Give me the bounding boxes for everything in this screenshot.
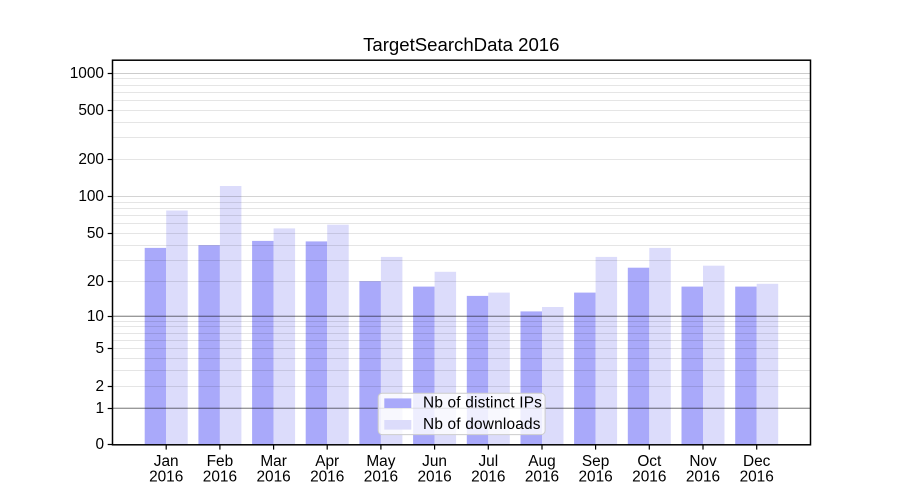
- svg-text:Sep: Sep: [582, 453, 609, 470]
- svg-text:2016: 2016: [417, 469, 451, 486]
- svg-text:1: 1: [95, 400, 104, 417]
- svg-text:Nb of downloads: Nb of downloads: [423, 416, 541, 433]
- svg-text:2016: 2016: [471, 469, 505, 486]
- svg-text:Nov: Nov: [689, 453, 717, 470]
- svg-text:100: 100: [78, 188, 104, 205]
- svg-text:Jun: Jun: [422, 453, 447, 470]
- svg-text:2016: 2016: [632, 469, 666, 486]
- svg-text:2016: 2016: [149, 469, 183, 486]
- svg-text:Nb of distinct IPs: Nb of distinct IPs: [423, 394, 542, 411]
- svg-text:Jan: Jan: [154, 453, 179, 470]
- svg-text:10: 10: [87, 308, 104, 325]
- svg-text:2016: 2016: [203, 469, 237, 486]
- svg-text:2016: 2016: [578, 469, 612, 486]
- svg-text:2: 2: [95, 378, 104, 395]
- svg-text:2016: 2016: [310, 469, 344, 486]
- svg-text:2016: 2016: [364, 469, 398, 486]
- svg-text:2016: 2016: [686, 469, 720, 486]
- svg-text:Dec: Dec: [743, 453, 771, 470]
- svg-text:Oct: Oct: [637, 453, 662, 470]
- svg-text:20: 20: [87, 273, 104, 290]
- svg-text:TargetSearchData 2016: TargetSearchData 2016: [363, 34, 559, 55]
- svg-text:May: May: [366, 453, 395, 470]
- svg-text:5: 5: [95, 340, 104, 357]
- svg-text:500: 500: [78, 102, 104, 119]
- svg-text:2016: 2016: [740, 469, 774, 486]
- svg-text:Aug: Aug: [528, 453, 555, 470]
- svg-text:Mar: Mar: [260, 453, 287, 470]
- svg-text:2016: 2016: [525, 469, 559, 486]
- svg-text:Feb: Feb: [207, 453, 234, 470]
- svg-text:Apr: Apr: [315, 453, 339, 470]
- svg-text:50: 50: [87, 225, 104, 242]
- svg-text:Jul: Jul: [478, 453, 498, 470]
- svg-text:200: 200: [78, 151, 104, 168]
- svg-text:0: 0: [95, 436, 104, 453]
- svg-text:2016: 2016: [256, 469, 290, 486]
- svg-text:1000: 1000: [70, 65, 104, 82]
